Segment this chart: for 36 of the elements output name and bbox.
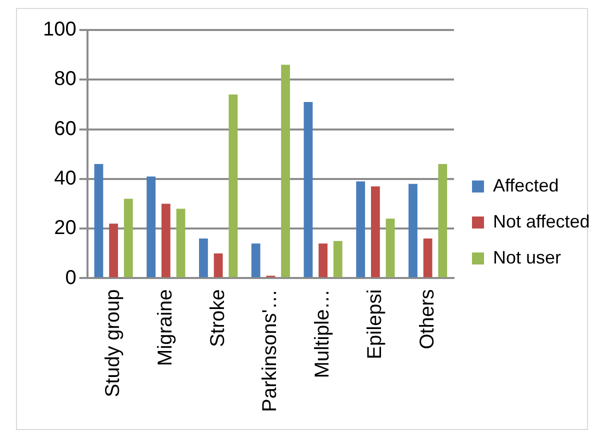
y-tick-label: 0: [65, 266, 76, 289]
bar: [370, 186, 380, 278]
x-tick-label: Epilepsi: [364, 289, 386, 360]
bar: [356, 181, 366, 278]
y-tick-label: 20: [54, 217, 76, 240]
bar: [333, 241, 342, 278]
x-tick-label: Parkinsons'…: [259, 289, 282, 412]
bar: [94, 164, 104, 278]
y-tick-label: 80: [54, 68, 76, 90]
bar: [199, 238, 208, 278]
bar: [281, 64, 290, 278]
y-tick-label: 100: [42, 18, 76, 41]
x-tick-label: Migraine: [154, 289, 176, 366]
bar: [161, 204, 170, 278]
legend-label: Not affected: [493, 211, 590, 232]
y-tick-label: 60: [54, 118, 76, 140]
bar: [386, 218, 395, 278]
bar: [146, 176, 156, 278]
bar: [251, 243, 260, 278]
bar: [124, 198, 133, 278]
legend-label: Affected: [493, 175, 559, 196]
bar: [304, 102, 313, 278]
x-tick-label: Stroke: [206, 289, 229, 348]
bar: [228, 94, 238, 278]
y-tick-label: 40: [54, 167, 76, 190]
x-tick-label: Study group: [102, 289, 124, 398]
bar: [109, 224, 118, 278]
legend-label: Not user: [493, 247, 562, 268]
bar: [318, 243, 328, 278]
bar: [176, 208, 186, 278]
x-tick-label: Multiple…: [312, 289, 334, 378]
bar: [423, 238, 432, 278]
bar: [214, 253, 223, 278]
bar: [408, 184, 418, 278]
bar: [438, 164, 448, 278]
x-tick-label: Others: [416, 289, 438, 350]
